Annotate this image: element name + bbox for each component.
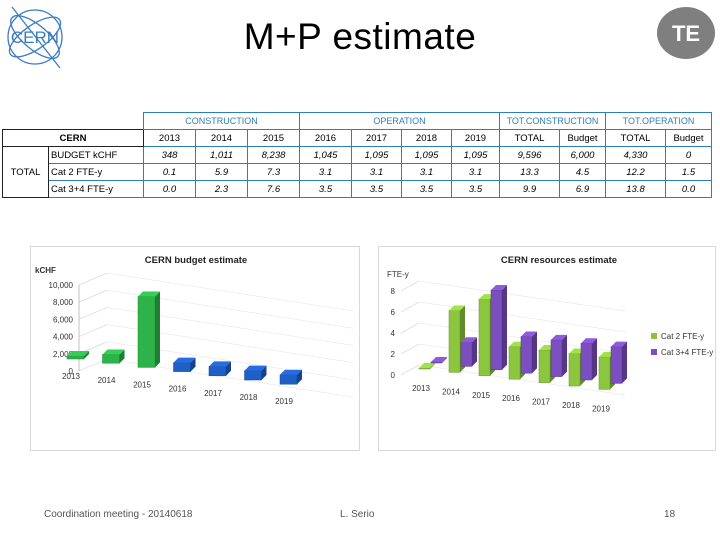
col-header: 2016	[299, 129, 352, 147]
total-label: TOTAL	[2, 146, 49, 198]
svg-text:TE: TE	[672, 21, 700, 46]
y-tick-label: 0	[391, 371, 396, 380]
grid-line	[78, 289, 108, 303]
y-tick-label: 0	[69, 367, 74, 376]
col-header: Budget	[665, 129, 712, 147]
chart-title: CERN resources estimate	[501, 255, 617, 266]
bar-2016-cat34	[520, 331, 537, 374]
grid-line	[106, 272, 354, 312]
y-tick-label: 2,000	[53, 350, 74, 359]
x-tick-label: 2015	[133, 380, 151, 389]
x-tick-label: 2019	[275, 397, 293, 406]
bar-2013-cat34	[430, 357, 447, 364]
x-tick-label: 2019	[592, 404, 610, 413]
col-header: 2015	[247, 129, 300, 147]
grid-line	[78, 307, 108, 320]
bar-2017	[208, 361, 231, 377]
row-label: Cat 2 FTE-y	[48, 163, 144, 181]
budget-chart-svg: CERN budget estimate kCHF 0 2,000 4,000 6,000…	[35, 255, 354, 406]
legend-label: Cat 2 FTE-y	[661, 332, 704, 341]
bar-2018-cat34	[580, 338, 597, 381]
y-tick-label: 10,000	[49, 281, 74, 290]
bar-2019-cat34	[610, 341, 627, 384]
footer-meeting: Coordination meeting - 20140618	[44, 509, 193, 520]
legend-label: Cat 3+4 FTE-y	[661, 348, 713, 357]
table-group-row: CONSTRUCTION OPERATION TOT.CONSTRUCTION …	[3, 112, 712, 130]
bar-2013	[66, 351, 89, 360]
x-tick-label: 2014	[98, 376, 116, 385]
x-tick-label: 2016	[169, 385, 187, 394]
y-axis-label: FTE-y	[387, 270, 409, 279]
grid-line	[400, 343, 420, 355]
table-row: TOTAL BUDGET kCHF 348 1,011 8,238 1,045 …	[2, 146, 712, 198]
legend-swatch	[651, 333, 657, 339]
bar-2016	[173, 357, 196, 372]
bar-2019	[279, 369, 302, 385]
x-tick-label: 2015	[472, 391, 490, 400]
bar-2014	[102, 349, 125, 364]
y-tick-label: 8	[391, 287, 396, 296]
bar-2018	[244, 365, 267, 381]
grid-line	[400, 301, 420, 313]
group-tot-operation: TOT.OPERATION	[605, 112, 712, 130]
chart-title: CERN budget estimate	[145, 255, 247, 266]
slide-title: M+P estimate	[243, 16, 477, 57]
grid-line	[400, 280, 420, 292]
page-number: 18	[664, 509, 676, 520]
col-header: 2019	[451, 129, 500, 147]
x-tick-label: 2017	[532, 398, 550, 407]
bar-2015	[137, 291, 160, 368]
group-operation: OPERATION	[299, 112, 500, 130]
bar-2013-cat2	[418, 362, 435, 370]
resources-chart: CERN resources estimate FTE-y 0 2 4 6 8 2013 201…	[378, 246, 716, 451]
x-tick-label: 2016	[502, 394, 520, 403]
svg-text:CERN: CERN	[11, 28, 59, 47]
bar-2015-cat34	[490, 285, 507, 371]
table-header-row: CERN 2013 2014 2015 2016 2017 2018 2019 …	[2, 129, 712, 147]
x-tick-label: 2017	[204, 389, 222, 398]
grid-line	[418, 280, 626, 312]
table-row: Cat 2 FTE-y 0.1 5.9 7.3 3.1 3.1 3.1 3.1 …	[3, 163, 712, 181]
col-header: 2013	[143, 129, 196, 147]
group-construction: CONSTRUCTION	[143, 112, 300, 130]
bar-2017-cat34	[550, 334, 567, 377]
y-tick-label: 8,000	[53, 298, 74, 307]
grid-line	[400, 322, 420, 334]
y-tick-label: 4	[391, 329, 396, 338]
col-header: Budget	[559, 129, 606, 147]
group-tot-construction: TOT.CONSTRUCTION	[499, 112, 606, 130]
y-tick-label: 2	[391, 350, 396, 359]
legend-swatch	[651, 349, 657, 355]
x-tick-label: 2013	[412, 384, 430, 393]
col-header: TOTAL	[499, 129, 560, 147]
cern-logo: CERN	[7, 6, 63, 69]
footer-author: L. Serio	[340, 509, 375, 520]
y-axis-label: kCHF	[35, 266, 56, 275]
x-tick-label: 2014	[442, 387, 460, 396]
x-tick-label: 2013	[62, 372, 80, 381]
x-tick-label: 2018	[562, 401, 580, 410]
row-label: Cat 3+4 FTE-y	[48, 180, 144, 198]
bar-2014-cat34	[460, 337, 477, 367]
col-header: TOTAL	[605, 129, 666, 147]
y-tick-label: 6,000	[53, 315, 74, 324]
te-logo: TE	[657, 7, 715, 59]
y-tick-label: 4,000	[53, 333, 74, 342]
row-label: BUDGET kCHF	[48, 146, 144, 164]
grid-line	[78, 324, 108, 337]
y-tick-label: 6	[391, 308, 396, 317]
resources-chart-svg: CERN resources estimate FTE-y 0 2 4 6 8 2013 201…	[387, 255, 713, 413]
grid-line	[400, 364, 420, 376]
x-tick-label: 2018	[240, 393, 258, 402]
budget-chart: CERN budget estimate kCHF 0 2,000 4,000 6,000…	[30, 246, 360, 451]
grid-line	[78, 272, 108, 286]
col-header: 2018	[401, 129, 452, 147]
estimate-table: CONSTRUCTION OPERATION TOT.CONSTRUCTION …	[2, 112, 712, 198]
table-row: Cat 3+4 FTE-y 0.0 2.3 7.6 3.5 3.5 3.5 3.…	[3, 180, 712, 198]
col-header: 2014	[195, 129, 248, 147]
col-header: 2017	[351, 129, 402, 147]
table-corner: CERN	[2, 129, 144, 147]
